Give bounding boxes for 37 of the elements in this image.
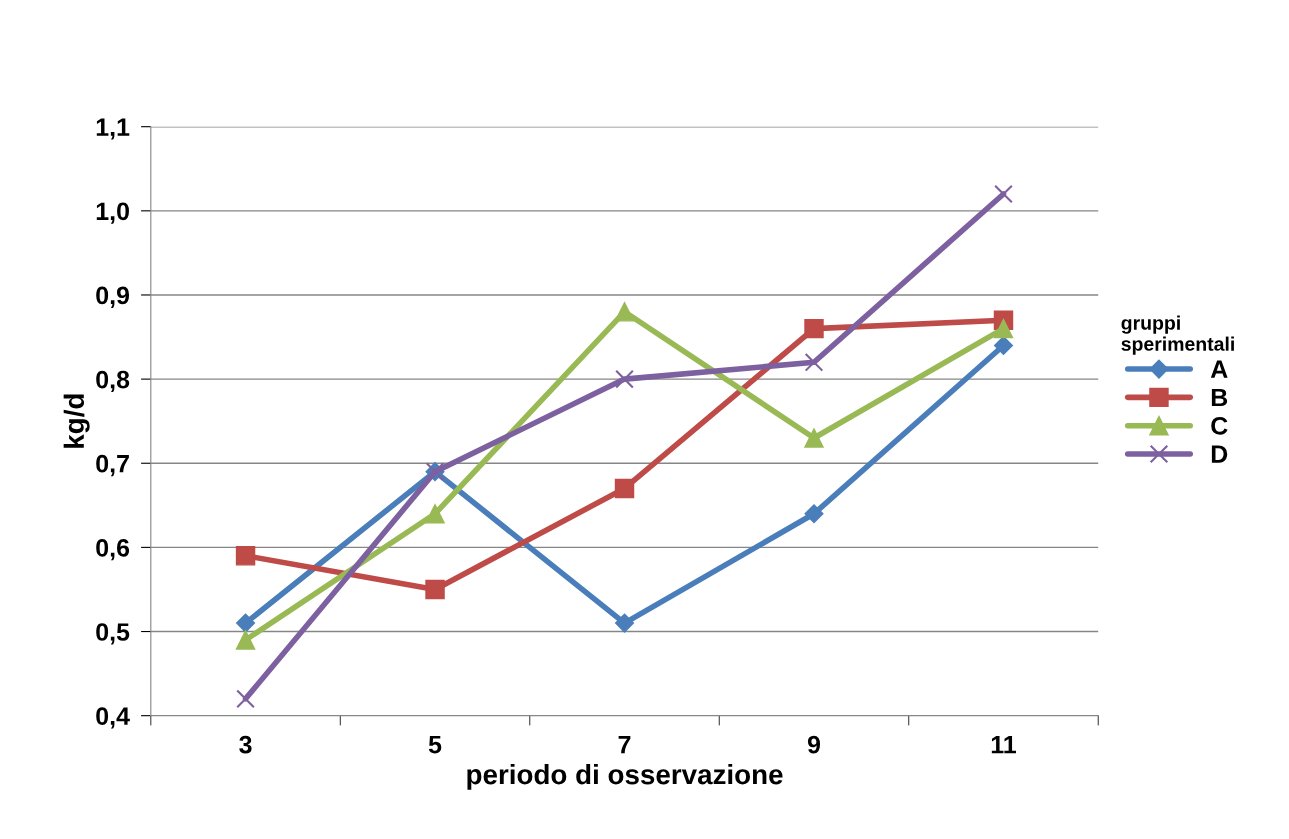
point <box>993 318 1014 339</box>
x-tick-label: 7 <box>618 736 631 754</box>
x-tick-label: 5 <box>428 736 442 754</box>
x-tick-label: 3 <box>239 735 252 754</box>
point <box>235 546 256 566</box>
point <box>993 335 1014 355</box>
legend-label: A <box>1210 360 1228 378</box>
point <box>235 630 256 650</box>
y-tick-label: 0,6 <box>96 538 130 561</box>
point <box>994 184 1013 204</box>
legend-label: D <box>1211 445 1228 463</box>
y-tick-label: 0,5 <box>96 623 130 645</box>
point <box>614 302 635 322</box>
point <box>804 352 824 372</box>
y-tick-label: 0,7 <box>96 454 129 477</box>
y-tick-label: 1,1 <box>96 118 130 140</box>
y-tick-label: 0,9 <box>96 286 130 308</box>
point <box>425 504 445 524</box>
legend-title: gruppi sperimentali <box>1121 315 1234 355</box>
x-tick-label: 9 <box>807 735 821 754</box>
legend-label: C <box>1211 416 1228 435</box>
x-tick-label: 11 <box>991 736 1017 754</box>
y-tick-label: 0,4 <box>96 707 130 729</box>
point <box>236 689 255 709</box>
legend-label: B <box>1211 388 1228 407</box>
point <box>614 613 635 633</box>
y-tick-label: 1,0 <box>96 202 129 224</box>
point <box>425 579 445 600</box>
x-axis-title: periodo di osservazione <box>467 763 783 790</box>
point <box>804 428 824 448</box>
y-tick-label: 0,8 <box>96 370 130 393</box>
point <box>614 478 635 499</box>
y-axis-title: kg/d <box>63 394 90 448</box>
point <box>804 318 824 339</box>
point <box>804 504 824 524</box>
point <box>236 613 256 633</box>
point <box>615 369 634 389</box>
